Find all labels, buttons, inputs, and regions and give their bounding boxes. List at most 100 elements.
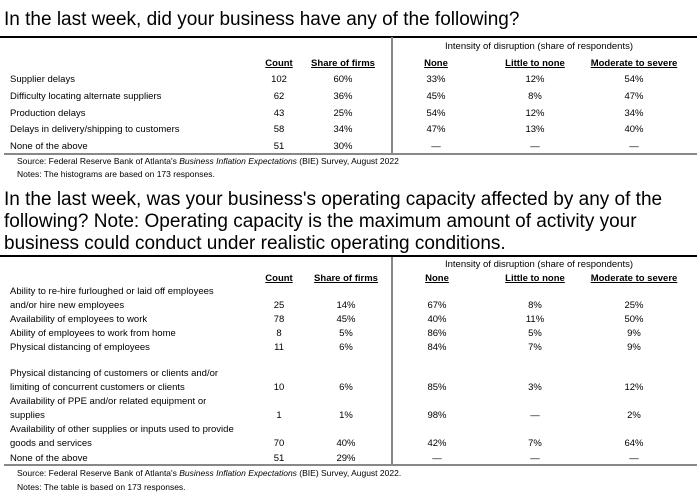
cell-share: 29%	[336, 453, 356, 464]
cell-moderate: 54%	[624, 74, 644, 85]
column-header-moderate: Moderate to severe	[590, 273, 678, 284]
row-label: Delays in delivery/shipping to customers	[10, 124, 180, 135]
cell-count: 25	[273, 300, 285, 311]
cell-share: 14%	[336, 300, 356, 311]
cell-share: 30%	[333, 141, 353, 152]
row-label: Supplier delays	[10, 74, 75, 85]
cell-moderate: 12%	[624, 382, 644, 393]
row-label: Production delays	[10, 108, 86, 119]
section1-notes: Notes: The histograms are based on 173 r…	[17, 169, 215, 179]
cell-none: 54%	[426, 108, 446, 119]
row-label: Ability to re-hire furloughed or laid of…	[10, 286, 214, 297]
column-header-share: Share of firms	[311, 58, 375, 69]
row-label: None of the above	[10, 453, 88, 464]
cell-none: 86%	[427, 328, 447, 339]
cell-little: —	[530, 453, 540, 464]
cell-none: 85%	[427, 382, 447, 393]
source-italic: Business Inflation Expectations	[179, 156, 297, 166]
row-label: Availability of PPE and/or related equip…	[10, 396, 207, 407]
cell-share: 60%	[333, 74, 353, 85]
section2-title-line: business could conduct under realistic o…	[4, 233, 506, 254]
cell-moderate: 34%	[624, 108, 644, 119]
cell-little: 7%	[528, 342, 542, 353]
cell-share: 6%	[339, 342, 353, 353]
cell-none: 47%	[426, 124, 446, 135]
cell-little: 13%	[525, 124, 545, 135]
intensity-header: Intensity of disruption (share of respon…	[445, 41, 633, 52]
section2-title-line: following? Note: Operating capacity is t…	[4, 211, 637, 232]
table-bottom-rule	[4, 464, 697, 466]
cell-moderate: 47%	[624, 91, 644, 102]
row-label: and/or hire new employees	[10, 300, 125, 311]
cell-little: 8%	[528, 91, 542, 102]
section2-title-rule	[0, 255, 697, 257]
column-header-share: Share of firms	[314, 273, 378, 284]
row-label: Availability of other supplies or inputs…	[10, 424, 234, 435]
cell-none: 67%	[427, 300, 447, 311]
cell-little: 5%	[528, 328, 542, 339]
cell-share: 34%	[333, 124, 353, 135]
cell-count: 51	[273, 453, 285, 464]
cell-count: 58	[273, 124, 285, 135]
cell-share: 25%	[333, 108, 353, 119]
row-label: Physical distancing of customers or clie…	[10, 368, 219, 379]
cell-count: 10	[273, 382, 285, 393]
row-label: goods and services	[10, 438, 92, 449]
section2-title-line: In the last week, was your business's op…	[4, 189, 663, 210]
section1-title-rule	[0, 36, 697, 38]
row-label: Difficulty locating alternate suppliers	[10, 91, 162, 102]
cell-little: 8%	[528, 300, 542, 311]
cell-moderate: 9%	[627, 328, 641, 339]
cell-count: 51	[273, 141, 285, 152]
cell-share: 45%	[336, 314, 356, 325]
cell-little: 7%	[528, 438, 542, 449]
cell-count: 11	[274, 342, 284, 353]
cell-none: —	[432, 453, 442, 464]
source-italic: Business Inflation Expectations	[179, 468, 297, 478]
row-label: Availability of employees to work	[10, 314, 148, 325]
cell-moderate: 2%	[627, 410, 641, 421]
column-header-moderate: Moderate to severe	[590, 58, 678, 69]
column-header-little: Little to none	[505, 58, 565, 69]
cell-share: 6%	[339, 382, 353, 393]
table-bottom-rule	[4, 153, 697, 155]
source-prefix: Source: Federal Reserve Bank of Atlanta'…	[17, 156, 180, 166]
cell-moderate: 9%	[627, 342, 641, 353]
cell-count: 62	[273, 91, 285, 102]
source-suffix: (BIE) Survey, August 2022.	[296, 468, 402, 478]
column-header-little: Little to none	[505, 273, 565, 284]
cell-share: 5%	[339, 328, 353, 339]
cell-count: 102	[271, 74, 287, 85]
cell-share: 40%	[336, 438, 356, 449]
cell-count: 8	[276, 328, 282, 339]
cell-moderate: —	[629, 141, 639, 152]
section1-title: In the last week, did your business have…	[4, 9, 520, 30]
cell-count: 43	[273, 108, 285, 119]
row-label: supplies	[10, 410, 45, 421]
cell-little: —	[530, 141, 540, 152]
row-label: limiting of concurrent customers or clie…	[10, 382, 185, 393]
cell-moderate: 64%	[624, 438, 644, 449]
column-separator	[391, 37, 393, 153]
column-separator	[391, 257, 393, 464]
cell-none: 33%	[426, 74, 446, 85]
cell-little: —	[530, 410, 540, 421]
cell-little: 12%	[525, 108, 545, 119]
cell-count: 78	[273, 314, 285, 325]
source-prefix: Source: Federal Reserve Bank of Atlanta'…	[17, 468, 180, 478]
cell-little: 3%	[528, 382, 542, 393]
cell-none: 45%	[426, 91, 446, 102]
row-label: Physical distancing of employees	[10, 342, 150, 353]
cell-count: 70	[273, 438, 285, 449]
cell-count: 1	[276, 410, 282, 421]
source-suffix: (BIE) Survey, August 2022	[296, 156, 399, 166]
cell-moderate: 50%	[624, 314, 644, 325]
cell-none: —	[431, 141, 441, 152]
cell-none: 84%	[427, 342, 447, 353]
cell-moderate: 25%	[624, 300, 644, 311]
section2-source: Source: Federal Reserve Bank of Atlanta'…	[17, 468, 401, 478]
cell-none: 40%	[427, 314, 447, 325]
cell-share: 1%	[339, 410, 353, 421]
cell-moderate: 40%	[624, 124, 644, 135]
